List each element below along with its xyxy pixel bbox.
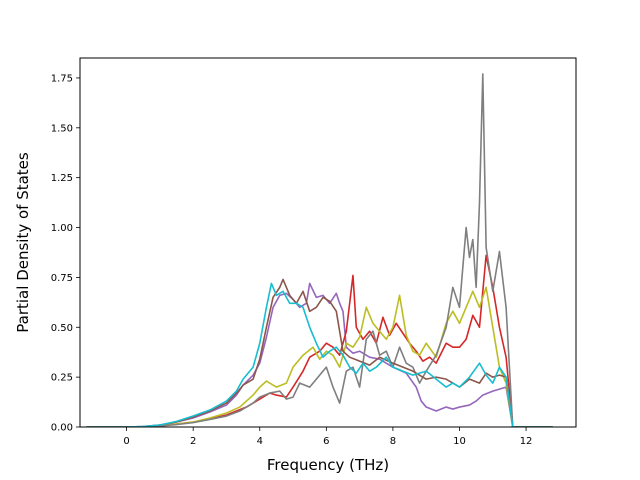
x-tick-label: 4 (257, 436, 263, 447)
series-layer (86, 73, 553, 427)
y-tick-label: 1.25 (51, 173, 73, 184)
x-tick-label: 10 (453, 436, 466, 447)
series-line-2 (86, 254, 553, 427)
series-line-1 (86, 282, 553, 427)
series-line-4 (86, 73, 553, 427)
y-tick-label: 1.50 (51, 123, 73, 134)
x-axis-ticks: 0 2 4 6 8 10 12 (123, 427, 532, 447)
series-line-5 (86, 278, 553, 427)
series-line-3 (86, 286, 553, 427)
x-tick-label: 6 (323, 436, 329, 447)
x-tick-label: 8 (390, 436, 396, 447)
y-tick-label: 0.25 (51, 373, 73, 384)
y-tick-label: 1.75 (51, 73, 73, 84)
y-tick-label: 1.00 (51, 223, 73, 234)
y-tick-label: 0.00 (51, 423, 73, 434)
y-axis-label: Partial Density of States (14, 152, 32, 333)
x-tick-label: 0 (123, 436, 129, 447)
y-tick-label: 0.50 (51, 323, 73, 334)
plot-frame (79, 57, 577, 428)
series-line-6 (86, 282, 553, 427)
x-tick-label: 2 (190, 436, 196, 447)
x-axis-label: Frequency (THz) (267, 456, 389, 474)
y-axis-ticks: 0.00 0.25 0.50 0.75 1.00 1.25 1.50 1.75 (51, 73, 80, 434)
y-tick-label: 0.75 (51, 273, 73, 284)
x-tick-label: 12 (520, 436, 533, 447)
